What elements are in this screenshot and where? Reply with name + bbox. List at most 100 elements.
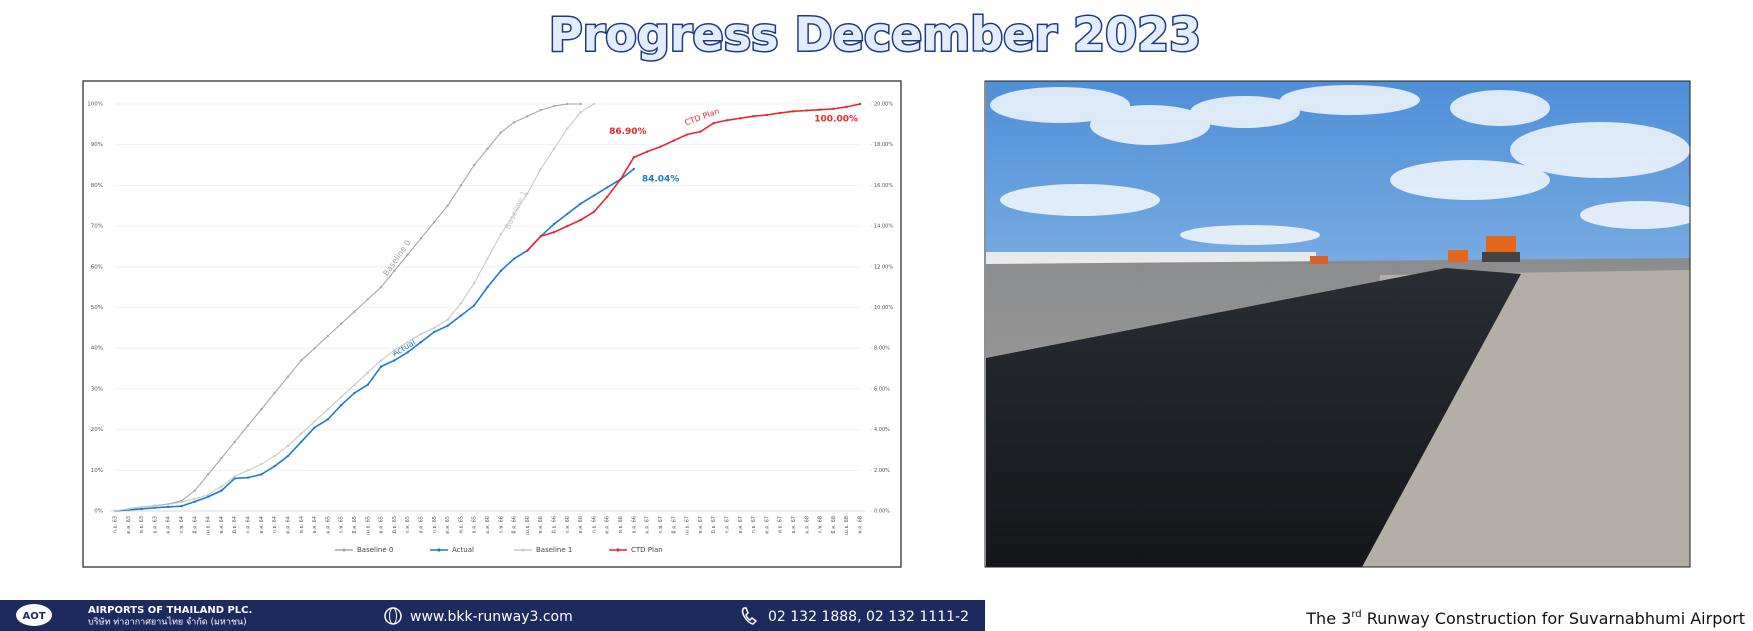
footer-bar [0, 600, 985, 631]
x-tick-label: ก.ย. 67 [751, 516, 757, 533]
series-point [579, 202, 582, 205]
series-point [193, 497, 197, 500]
legend-marker [521, 548, 525, 552]
series-point [619, 178, 622, 181]
series-point [805, 109, 808, 112]
series-point [832, 107, 835, 111]
x-tick-label: พ.ย. 66 [618, 516, 624, 533]
x-tick-label: มี.ค. 67 [670, 516, 677, 534]
legend-label: CTD Plan [631, 546, 663, 554]
series-point [566, 224, 569, 228]
series-point [433, 326, 436, 330]
series-point [419, 237, 423, 240]
fence [986, 252, 1316, 264]
series-point [326, 418, 330, 421]
x-tick-label: ต.ค. 63 [126, 516, 132, 534]
series-point [592, 210, 596, 214]
series-line [114, 168, 635, 512]
series-point [167, 503, 170, 506]
series-point [512, 257, 516, 260]
truck [1310, 256, 1328, 264]
series-point [260, 473, 263, 476]
y2-tick-label: 20.00% [874, 102, 893, 108]
series-point [526, 115, 529, 118]
series-point [472, 163, 476, 167]
company-th: บริษัท ท่าอากาศยานไทย จำกัด (มหาชน) [88, 617, 247, 628]
y-tick-label: 20% [91, 427, 103, 433]
x-tick-label: ก.ย. 66 [591, 516, 597, 533]
series-point [353, 383, 356, 387]
x-tick-label: มิ.ย. 66 [551, 516, 558, 533]
series-point [486, 285, 489, 289]
series-point [579, 218, 582, 222]
series-point [366, 298, 369, 301]
x-tick-label: ม.ค. 68 [804, 516, 810, 534]
chart-frame [82, 80, 902, 568]
x-tick-label: มิ.ย. 67 [710, 516, 717, 533]
series-point [818, 108, 822, 111]
x-tick-label: ก.พ. 66 [498, 516, 504, 533]
x-tick-label: พ.ย. 67 [778, 516, 784, 533]
x-tick-label: ก.ย. 63 [113, 516, 119, 533]
series-point [366, 383, 369, 387]
series-point [579, 110, 582, 114]
x-tick-label: ธ.ค. 67 [791, 516, 797, 534]
series-point [472, 304, 476, 307]
series-point [353, 310, 356, 313]
series-point [326, 334, 330, 338]
series-point [193, 489, 197, 492]
series-point [433, 220, 436, 224]
series-point [326, 408, 330, 411]
x-tick-label: เม.ย. 64 [206, 516, 212, 535]
series-point [140, 505, 143, 509]
tagline-sup: rd [1351, 609, 1361, 620]
series-point [379, 359, 383, 362]
series-point [526, 192, 529, 195]
series-point [393, 349, 396, 352]
series-point [127, 507, 130, 511]
series-point [459, 314, 463, 317]
series-point [206, 495, 210, 498]
series-point [233, 477, 236, 480]
series-point [699, 130, 702, 133]
series-point [552, 147, 556, 150]
x-tick-label: ก.พ. 64 [179, 516, 185, 533]
series-point [778, 111, 782, 115]
series-point [752, 115, 755, 118]
series-point [566, 127, 569, 130]
series-point [339, 395, 343, 399]
y2-tick-label: 16.00% [874, 183, 893, 189]
series-point [459, 184, 463, 187]
tagline-part: Runway Construction for Suvarnabhumi Air… [1362, 609, 1745, 628]
series-point [645, 150, 649, 153]
x-tick-label: มี.ค. 65 [351, 516, 358, 534]
legend-marker [437, 548, 441, 552]
y-tick-label: 50% [91, 305, 103, 311]
x-tick-label: ส.ค. 67 [738, 516, 744, 534]
x-tick-label: ก.ค. 64 [246, 516, 252, 534]
series-point [592, 102, 596, 106]
series-line [526, 103, 861, 252]
data-label: 84.04% [642, 174, 680, 184]
y-tick-label: 100% [87, 102, 103, 108]
series-point [739, 117, 742, 120]
series-point [592, 194, 596, 197]
series-point [153, 504, 157, 508]
y-tick-label: 30% [91, 386, 103, 392]
series-point [167, 505, 170, 509]
asphalt [986, 268, 1521, 567]
series-point [579, 102, 582, 106]
series-point [233, 440, 236, 444]
x-tick-label: เม.ย. 65 [365, 516, 371, 535]
series-point [499, 269, 503, 273]
x-tick-label: ก.ย. 64 [272, 516, 278, 533]
series-point [499, 131, 503, 134]
series-point [300, 359, 303, 362]
series-point [313, 347, 316, 350]
series-point [419, 332, 423, 336]
series-point [206, 473, 210, 476]
series-point [193, 500, 197, 503]
legend-label: Actual [452, 546, 474, 554]
series-point [512, 121, 516, 124]
